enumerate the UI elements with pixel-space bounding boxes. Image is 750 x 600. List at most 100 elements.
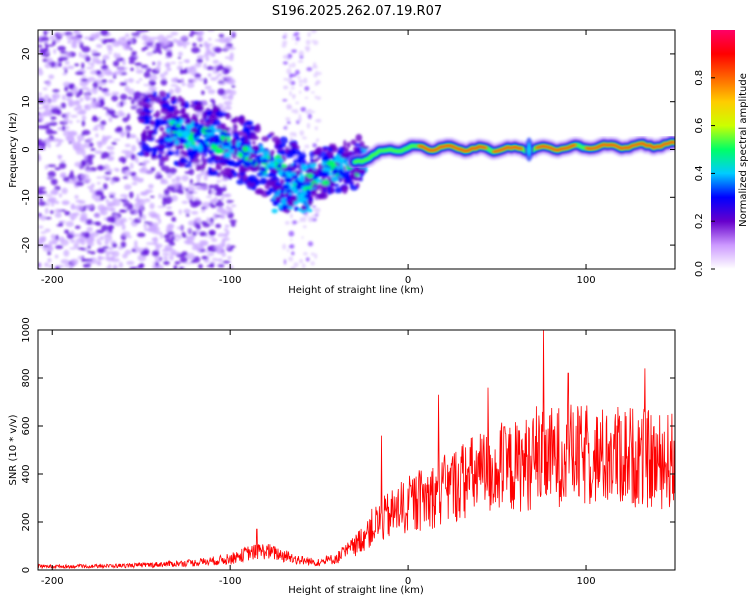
snr-x-tick-label: 100 (576, 576, 595, 587)
snr-y-tick-label: 1000 (21, 317, 32, 342)
noise-speckle (104, 171, 112, 175)
noise-speckle (198, 263, 203, 269)
noise-speckle (229, 219, 237, 223)
noise-speckle (185, 188, 189, 192)
trace-core (223, 151, 230, 158)
noise-speckle (39, 48, 47, 54)
noise-speckle (41, 124, 50, 130)
trace-core (239, 137, 245, 142)
noise-speckle (104, 240, 109, 246)
noise-speckle (127, 96, 133, 100)
trace-core (287, 206, 294, 210)
noise-speckle (231, 85, 236, 88)
noise-speckle (299, 90, 302, 95)
noise-speckle (214, 39, 223, 42)
noise-speckle (149, 223, 155, 227)
trace-core (235, 135, 240, 142)
noise-speckle (94, 150, 103, 155)
noise-speckle (57, 264, 65, 268)
noise-speckle (113, 52, 118, 59)
trace-core (179, 138, 188, 145)
trace-core (235, 140, 241, 148)
trace-core (220, 131, 226, 137)
trace-cloud (162, 131, 168, 137)
noise-speckle (47, 257, 52, 263)
noise-speckle (302, 225, 307, 229)
noise-speckle (45, 194, 53, 197)
noise-speckle (81, 115, 87, 121)
noise-speckle (68, 83, 74, 89)
noise-speckle (142, 162, 147, 167)
noise-speckle (120, 133, 126, 138)
noise-speckle (226, 205, 230, 210)
trace-cloud (350, 139, 357, 146)
noise-speckle (75, 238, 85, 244)
noise-speckle (39, 214, 47, 221)
noise-speckle (307, 113, 312, 120)
noise-speckle (217, 233, 226, 237)
noise-speckle (209, 262, 215, 268)
noise-speckle (119, 209, 126, 213)
noise-speckle (290, 86, 295, 90)
noise-speckle (137, 217, 142, 221)
trace-cloud (173, 160, 179, 166)
noise-speckle (96, 176, 102, 179)
noise-speckle (112, 250, 120, 258)
noise-speckle (106, 145, 115, 151)
noise-speckle (203, 62, 207, 70)
noise-speckle (143, 228, 152, 232)
noise-speckle (59, 160, 66, 163)
noise-speckle (222, 96, 229, 100)
noise-speckle (45, 202, 50, 206)
noise-speckle (109, 107, 113, 111)
noise-speckle (111, 141, 117, 145)
noise-speckle (216, 75, 220, 79)
noise-speckle (47, 251, 51, 256)
noise-speckle (64, 210, 71, 216)
trace-core (304, 182, 312, 186)
noise-speckle (139, 203, 143, 210)
trace-cloud (161, 96, 168, 102)
snr-y-tick-label: 400 (21, 464, 32, 483)
noise-speckle (178, 236, 182, 240)
noise-speckle (210, 189, 216, 195)
noise-speckle (102, 59, 106, 66)
trace-cloud (150, 97, 156, 102)
noise-speckle (101, 224, 109, 232)
noise-speckle (45, 57, 53, 63)
noise-speckle (282, 243, 287, 250)
spectrogram-x-tick-label: 100 (576, 275, 595, 286)
noise-speckle (94, 190, 104, 196)
noise-speckle (181, 82, 186, 87)
noise-speckle (112, 60, 120, 67)
noise-speckle (201, 255, 208, 260)
noise-speckle (190, 80, 198, 83)
noise-speckle (207, 245, 212, 252)
noise-speckle (50, 233, 56, 240)
noise-speckle (113, 138, 121, 141)
noise-speckle (170, 31, 179, 36)
noise-speckle (154, 255, 161, 261)
noise-speckle (98, 86, 102, 91)
noise-speckle (213, 65, 219, 69)
noise-speckle (96, 124, 103, 128)
noise-speckle (69, 213, 78, 220)
noise-speckle (170, 84, 179, 87)
noise-speckle (194, 73, 202, 79)
trace-cloud (232, 123, 238, 131)
noise-speckle (196, 179, 201, 183)
noise-speckle (305, 110, 309, 115)
noise-speckle (205, 56, 210, 62)
trace-core (284, 171, 291, 175)
noise-speckle (314, 253, 318, 259)
noise-speckle (118, 66, 122, 73)
noise-speckle (119, 82, 127, 86)
noise-speckle (100, 156, 106, 159)
snr-y-tick-label: 0 (21, 567, 32, 573)
noise-speckle (209, 221, 215, 227)
noise-speckle (75, 181, 84, 187)
spectrogram-y-axis: -20 -10 0 10 20 (21, 48, 675, 253)
noise-speckle (82, 263, 90, 268)
noise-speckle (87, 250, 91, 254)
